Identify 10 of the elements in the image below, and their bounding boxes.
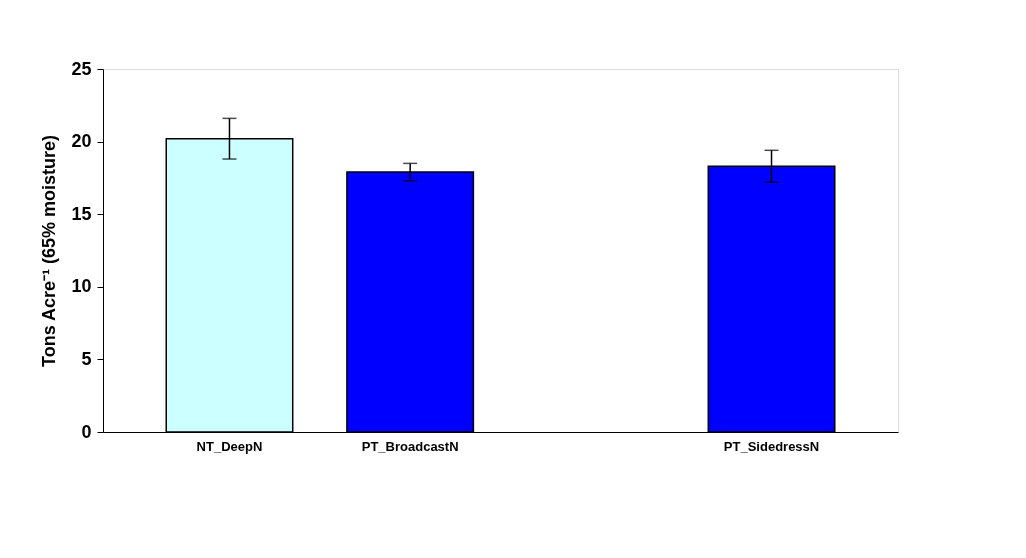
x-tick-label: PT_SidedressN bbox=[723, 438, 820, 454]
y-tick-label: 15 bbox=[71, 203, 92, 224]
y-tick-label: 0 bbox=[81, 421, 92, 442]
x-tick-label: PT_BroadcastN bbox=[361, 438, 459, 454]
x-tick-label: NT_DeepN bbox=[196, 438, 263, 454]
y-axis-title: Tons Acre⁻¹ (65% moisture) bbox=[39, 134, 60, 368]
y-tick-label: 25 bbox=[71, 58, 92, 79]
y-tick-label: 5 bbox=[81, 348, 92, 369]
y-tick-label: 10 bbox=[71, 276, 92, 297]
y-tick-label: 20 bbox=[71, 131, 92, 152]
